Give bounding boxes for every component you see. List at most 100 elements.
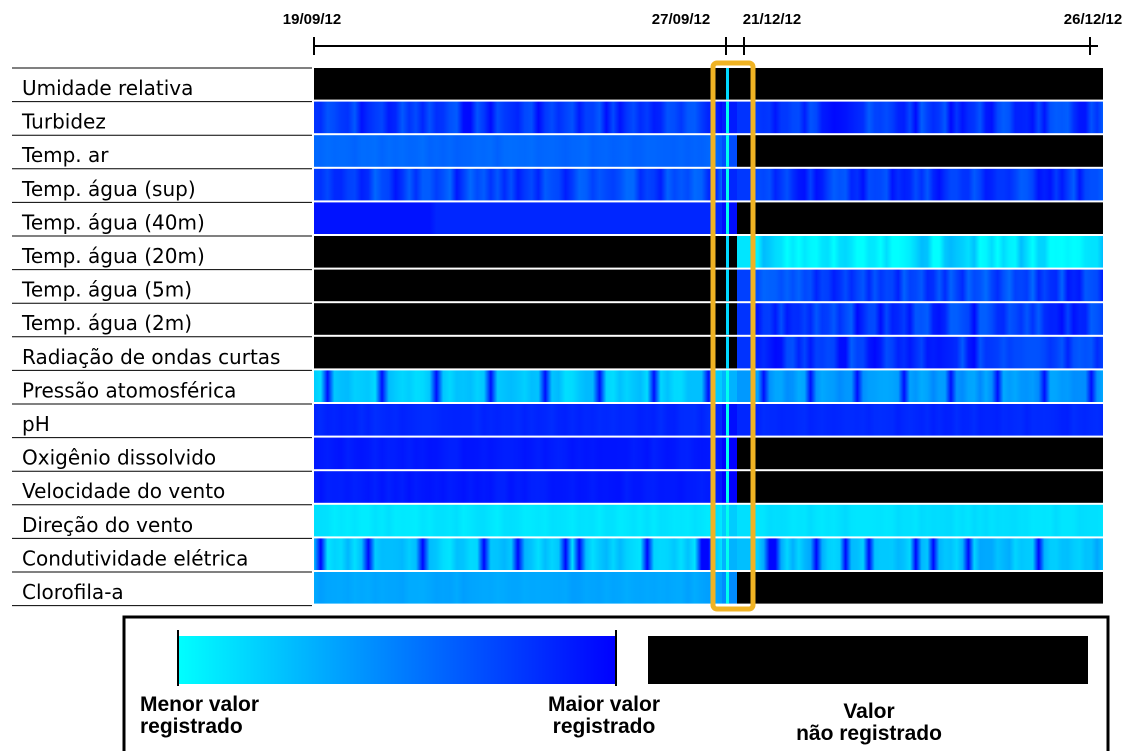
transition-marker — [726, 135, 729, 167]
heat-cell-period2 — [752, 504, 1103, 537]
heat-cell-period2 — [752, 437, 1103, 470]
heat-cell-transition-b — [737, 437, 752, 470]
heat-cell-transition-a — [722, 68, 737, 100]
row-label: Velocidade do vento — [22, 479, 225, 503]
heat-cell-period2 — [752, 370, 1103, 402]
heat-cell-period1 — [314, 101, 722, 134]
heat-cell-transition-a — [722, 236, 737, 268]
heat-cell-period1 — [314, 135, 722, 167]
heat-cell-transition-a — [722, 538, 737, 570]
transition-marker — [726, 68, 729, 100]
row-label: Temp. água (sup) — [21, 177, 196, 201]
heat-cell-period1 — [314, 538, 722, 570]
heat-cell-period1 — [314, 572, 722, 604]
heatmap-row: Radiação de ondas curtas — [12, 336, 1103, 369]
row-label: Umidade relativa — [22, 76, 193, 100]
heat-cell-transition-b — [737, 101, 752, 134]
legend-label: Menor valor — [140, 693, 259, 716]
heat-cell-transition-b — [737, 404, 752, 436]
heat-cell-transition-a — [722, 471, 737, 503]
legend-label: não registrado — [796, 722, 942, 745]
heatmap-row: Temp. água (40m) — [12, 201, 1103, 234]
transition-marker — [726, 303, 729, 335]
heatmap-row: Umidade relativa — [12, 67, 1103, 100]
row-label: Oxigênio dissolvido — [22, 446, 216, 470]
date-label: 27/09/12 — [652, 11, 710, 28]
heat-cell-period2 — [752, 269, 1103, 302]
highlight-layer — [710, 60, 756, 612]
heat-cell-period2 — [752, 168, 1103, 201]
heat-cell-period1 — [314, 168, 722, 201]
heat-cell-transition-a — [722, 404, 737, 436]
heatmap-row: Temp. água (20m) — [12, 235, 1103, 268]
heatmap-row: pH — [12, 403, 1103, 436]
heatmap-rows: Umidade relativa Turbidez Temp. ar Temp. ág… — [12, 67, 1103, 607]
missing-swatch — [648, 636, 1088, 684]
heat-cell-transition-a — [722, 370, 737, 402]
transition-marker — [726, 370, 729, 402]
transition-marker — [726, 168, 729, 201]
date-label: 21/12/12 — [743, 11, 801, 28]
heat-cell-period2 — [752, 135, 1103, 167]
legend-frame — [122, 615, 1110, 751]
row-label: Condutividade elétrica — [22, 546, 248, 570]
heat-cell-transition-b — [737, 370, 752, 402]
heatmap-row: Temp. água (sup) — [12, 168, 1103, 201]
transition-marker — [726, 538, 729, 570]
heat-cell-period1 — [314, 370, 722, 402]
heatmap-row: Turbidez — [12, 101, 1103, 134]
transition-marker — [726, 202, 729, 234]
legend-label: registrado — [140, 715, 243, 738]
heatmap-row: Temp. água (2m) — [12, 302, 1103, 335]
transition-marker — [726, 404, 729, 436]
heatmap-row: Oxigênio dissolvido — [12, 437, 1103, 470]
heat-cell-transition-b — [737, 135, 752, 167]
row-label: Direção do vento — [22, 513, 193, 537]
heat-cell-transition-a — [722, 504, 737, 537]
heat-cell-transition-a — [722, 437, 737, 470]
legend-label: registrado — [553, 715, 656, 738]
heat-cell-transition-a — [722, 303, 737, 335]
heat-cell-transition-b — [737, 236, 752, 268]
heat-cell-period2 — [752, 68, 1103, 100]
heat-cell-transition-b — [737, 269, 752, 302]
heat-cell-transition-b — [737, 68, 752, 100]
heat-cell-period2 — [752, 538, 1103, 570]
legend-label: Valor — [843, 700, 894, 723]
heat-cell-transition-b — [737, 538, 752, 570]
heat-cell-period2 — [752, 303, 1103, 335]
heatmap-row: Velocidade do vento — [12, 470, 1103, 503]
heat-cell-period1 — [314, 68, 722, 100]
timeline-axis: 19/09/12 27/09/12 21/12/12 26/12/12 — [283, 11, 1122, 55]
row-label: pH — [22, 412, 50, 436]
heatmap-row: Temp. água (5m) — [12, 269, 1103, 302]
heat-cell-transition-a — [722, 336, 737, 369]
heat-cell-transition-b — [737, 202, 752, 234]
heat-cell-period1 — [314, 471, 722, 503]
highlight-box — [710, 60, 756, 612]
row-label: Temp. água (5m) — [21, 278, 192, 302]
heat-cell-transition-a — [722, 135, 737, 167]
heat-cell-period1 — [314, 404, 722, 436]
heat-cell-transition-a — [722, 572, 737, 604]
heat-cell-period1 — [314, 336, 722, 369]
heat-cell-period1 — [314, 236, 722, 268]
transition-marker — [726, 437, 729, 470]
row-label: Temp. água (40m) — [21, 210, 205, 234]
transition-marker — [726, 572, 729, 604]
heat-cell-period2 — [752, 404, 1103, 436]
heat-cell-period1 — [314, 504, 722, 537]
date-label: 26/12/12 — [1064, 11, 1122, 28]
row-label: Temp. ar — [21, 143, 109, 167]
legend-label: Maior valor — [548, 693, 660, 716]
heat-cell-period1 — [314, 202, 722, 234]
colorscale-bar — [178, 636, 616, 684]
heat-cell-transition-a — [722, 269, 737, 302]
row-label: Temp. água (20m) — [21, 244, 205, 268]
heat-cell-transition-b — [737, 504, 752, 537]
heat-cell-transition-a — [722, 168, 737, 201]
heat-cell-transition-a — [722, 101, 737, 134]
transition-marker — [726, 101, 729, 134]
